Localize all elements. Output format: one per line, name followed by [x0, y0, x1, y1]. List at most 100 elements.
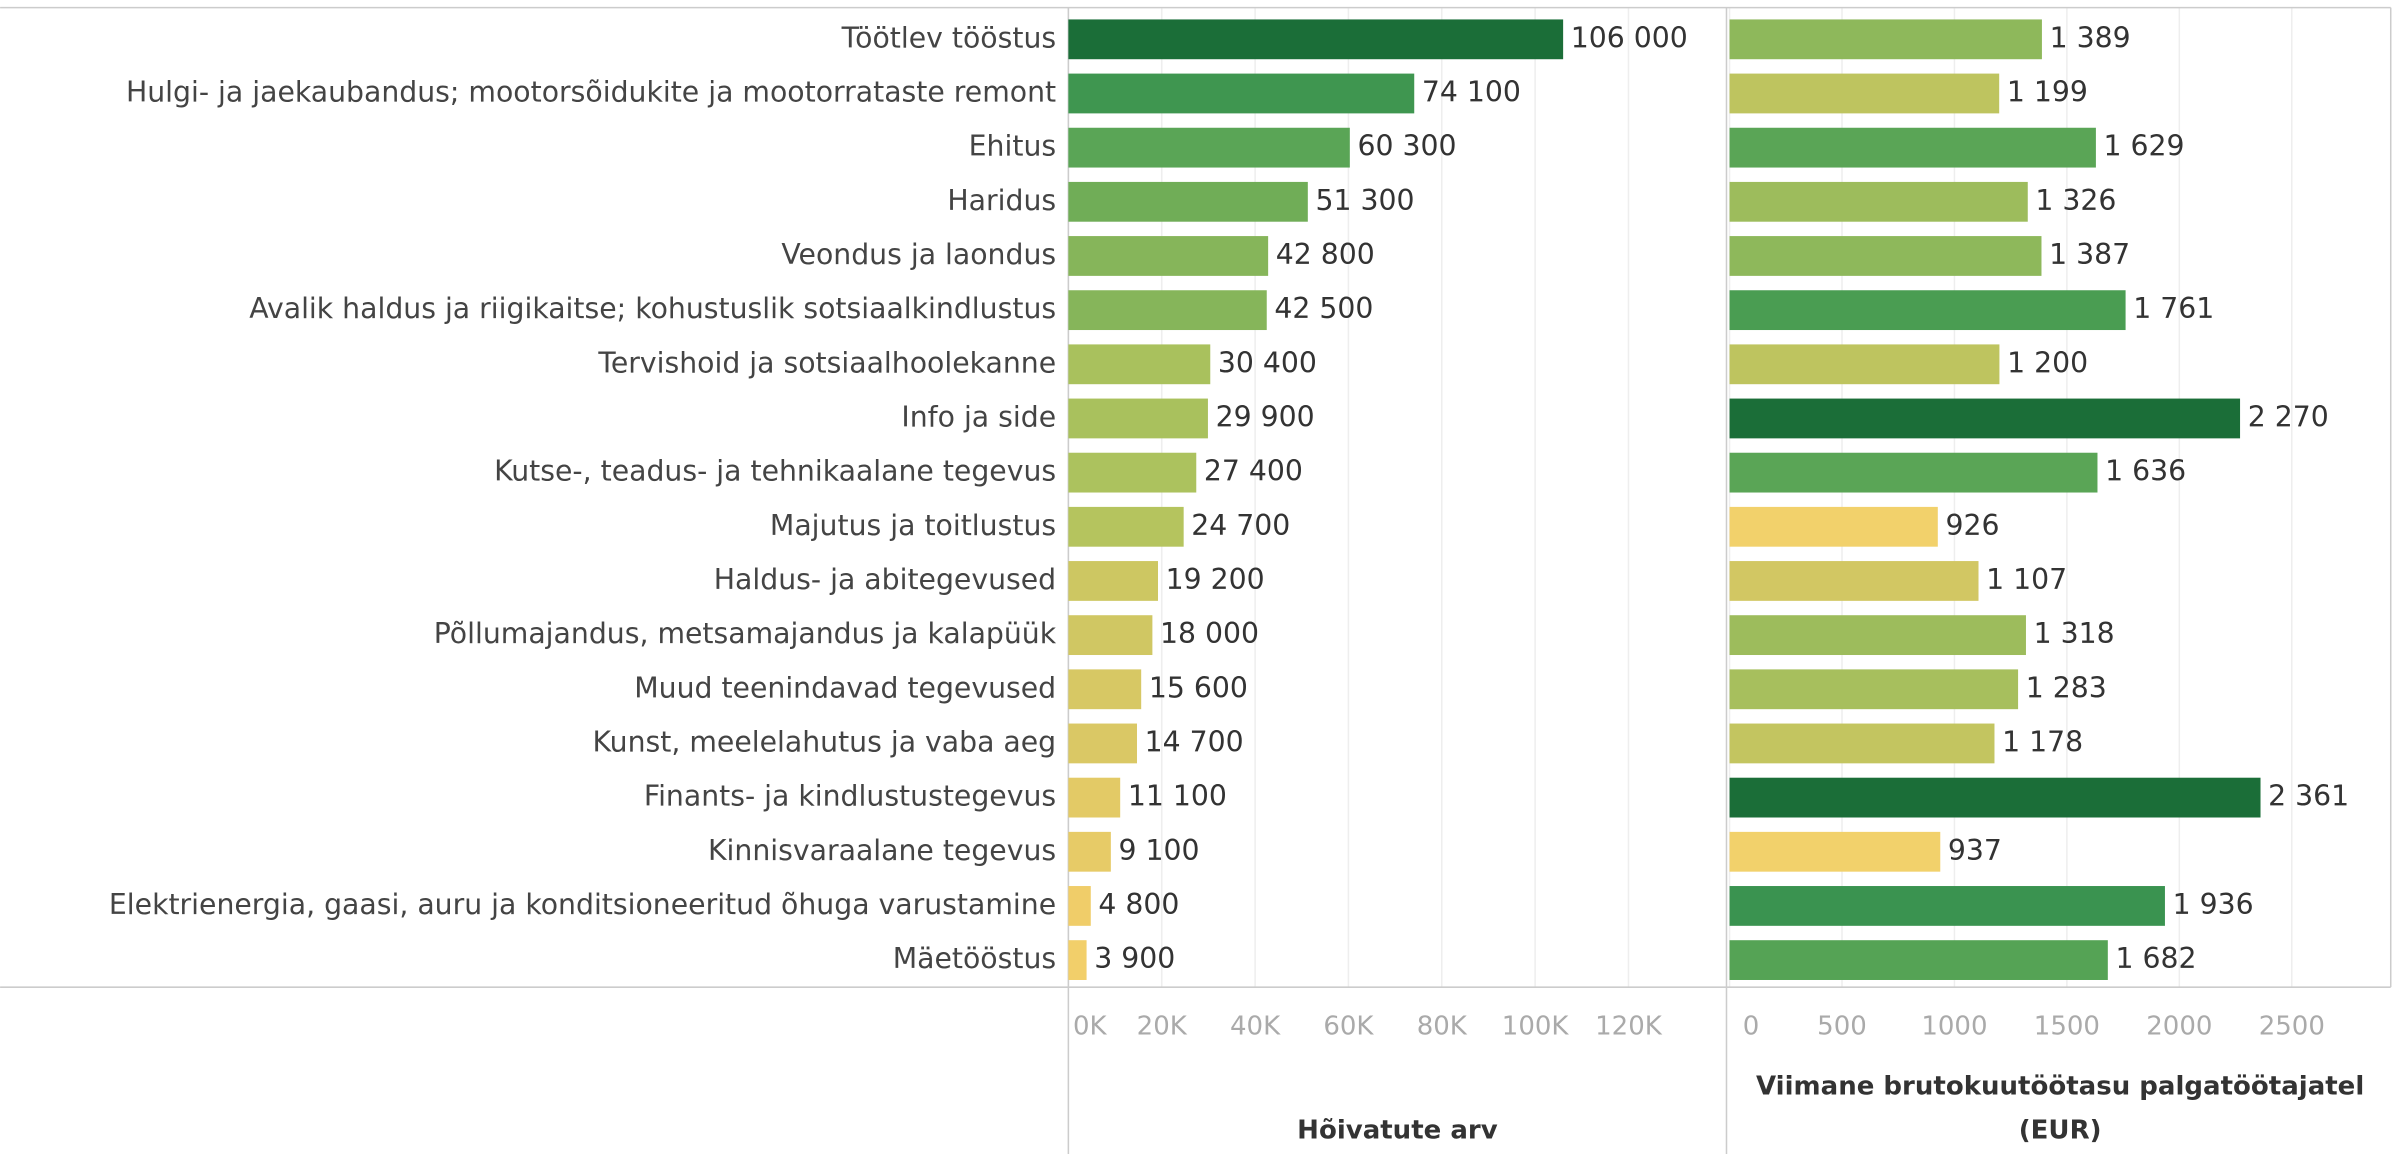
value-label: 74 100 — [1422, 75, 1521, 108]
bar — [1729, 886, 2165, 926]
bar — [1729, 452, 2098, 493]
bar — [1729, 236, 2042, 276]
value-label: 2 361 — [2268, 780, 2349, 813]
bar — [1068, 831, 1111, 872]
x-tick-label: 1500 — [2034, 1011, 2100, 1041]
category-label: Muud teenindavad tegevused — [634, 671, 1056, 704]
bar — [1068, 73, 1415, 114]
value-label: 14 700 — [1145, 725, 1244, 758]
value-label: 11 100 — [1128, 780, 1227, 813]
value-label: 42 800 — [1276, 238, 1375, 271]
category-label: Töötlev tööstus — [841, 21, 1057, 54]
value-label: 18 000 — [1160, 617, 1259, 650]
value-label: 1 387 — [2049, 238, 2130, 271]
value-label: 1 318 — [2034, 617, 2115, 650]
value-label: 3 900 — [1094, 942, 1175, 975]
bar — [1729, 561, 1979, 601]
value-label: 1 629 — [2104, 130, 2185, 163]
value-label: 106 000 — [1571, 21, 1688, 54]
bar — [1068, 777, 1121, 818]
bar — [1068, 886, 1091, 926]
value-label: 1 682 — [2115, 942, 2196, 975]
value-label: 30 400 — [1218, 346, 1317, 379]
category-label: Hulgi- ja jaekaubandus; mootorsõidukite … — [126, 75, 1056, 108]
value-label: 1 389 — [2050, 21, 2131, 54]
bar — [1068, 615, 1153, 656]
value-label: 1 199 — [2007, 75, 2088, 108]
bar — [1068, 506, 1184, 547]
bar — [1068, 290, 1267, 331]
bar — [1068, 398, 1208, 439]
value-label: 1 936 — [2173, 888, 2254, 921]
bar — [1068, 236, 1269, 276]
category-label: Kutse-, teadus- ja tehnikaalane tegevus — [494, 455, 1056, 488]
bar — [1729, 777, 2261, 818]
value-label: 1 200 — [2007, 346, 2088, 379]
category-label: Mäetööstus — [893, 942, 1056, 975]
value-label: 4 800 — [1098, 888, 1179, 921]
value-label: 60 300 — [1357, 130, 1456, 163]
bar — [1729, 127, 2096, 168]
category-label: Finants- ja kindlustustegevus — [644, 780, 1056, 813]
bar — [1068, 181, 1308, 222]
category-label: Põllumajandus, metsamajandus ja kalapüük — [434, 617, 1057, 650]
x-axis-title: Hõivatute arv — [1297, 1115, 1498, 1147]
bar — [1729, 723, 1995, 764]
x-tick-label: 0K — [1073, 1011, 1108, 1041]
category-label: Info ja side — [901, 400, 1056, 433]
category-label: Haldus- ja abitegevused — [714, 563, 1056, 596]
bar — [1729, 940, 2108, 980]
bar — [1729, 615, 2026, 656]
category-label: Majutus ja toitlustus — [770, 509, 1056, 542]
category-label: Veondus ja laondus — [781, 238, 1056, 271]
bar — [1068, 344, 1211, 385]
category-label: Kinnisvaraalane tegevus — [708, 834, 1056, 867]
value-label: 1 178 — [2002, 725, 2083, 758]
value-label: 1 107 — [1986, 563, 2067, 596]
value-label: 42 500 — [1274, 292, 1373, 325]
value-label: 1 761 — [2133, 292, 2214, 325]
x-tick-label: 20K — [1137, 1011, 1188, 1041]
x-tick-label: 60K — [1323, 1011, 1374, 1041]
bar — [1068, 561, 1158, 601]
bar — [1729, 19, 2042, 60]
bar — [1068, 127, 1350, 168]
bar — [1068, 940, 1087, 980]
x-tick-label: 120K — [1595, 1011, 1663, 1041]
x-tick-label: 40K — [1230, 1011, 1281, 1041]
x-tick-label: 2000 — [2146, 1011, 2212, 1041]
bar — [1729, 831, 1941, 872]
value-label: 51 300 — [1315, 184, 1414, 217]
bar — [1729, 506, 1938, 547]
bar — [1729, 398, 2241, 439]
value-label: 1 283 — [2026, 671, 2107, 704]
value-label: 15 600 — [1149, 671, 1248, 704]
x-tick-label: 80K — [1417, 1011, 1468, 1041]
bar — [1068, 669, 1142, 710]
bar — [1729, 290, 2126, 331]
x-tick-label: 1000 — [1921, 1011, 1987, 1041]
bar — [1729, 181, 2028, 222]
bar — [1729, 344, 2000, 385]
value-label: 2 270 — [2248, 400, 2329, 433]
value-label: 9 100 — [1119, 834, 1200, 867]
category-label: Avalik haldus ja riigikaitse; kohustusli… — [249, 292, 1056, 325]
value-label: 29 900 — [1216, 400, 1315, 433]
x-tick-label: 500 — [1817, 1011, 1867, 1041]
category-label: Haridus — [947, 184, 1056, 217]
axis-title-box: Hõivatute arv — [1297, 1115, 1498, 1147]
category-label: Tervishoid ja sotsiaalhoolekanne — [597, 346, 1056, 379]
x-axis-title: Viimane brutokuutöötasu palgatöötajatel … — [1756, 1071, 2365, 1147]
value-label: 1 326 — [2035, 184, 2116, 217]
value-label: 27 400 — [1204, 455, 1303, 488]
category-label: Elektrienergia, gaasi, auru ja konditsio… — [109, 888, 1056, 921]
x-tick-label: 100K — [1502, 1011, 1570, 1041]
bar — [1729, 669, 2019, 710]
category-label: Ehitus — [969, 130, 1056, 163]
value-label: 19 200 — [1166, 563, 1265, 596]
axis-title-box: Viimane brutokuutöötasu palgatöötajatel … — [1756, 1071, 2365, 1147]
bar — [1729, 73, 2000, 114]
x-tick-label: 2500 — [2259, 1011, 2325, 1041]
value-label: 24 700 — [1191, 509, 1290, 542]
